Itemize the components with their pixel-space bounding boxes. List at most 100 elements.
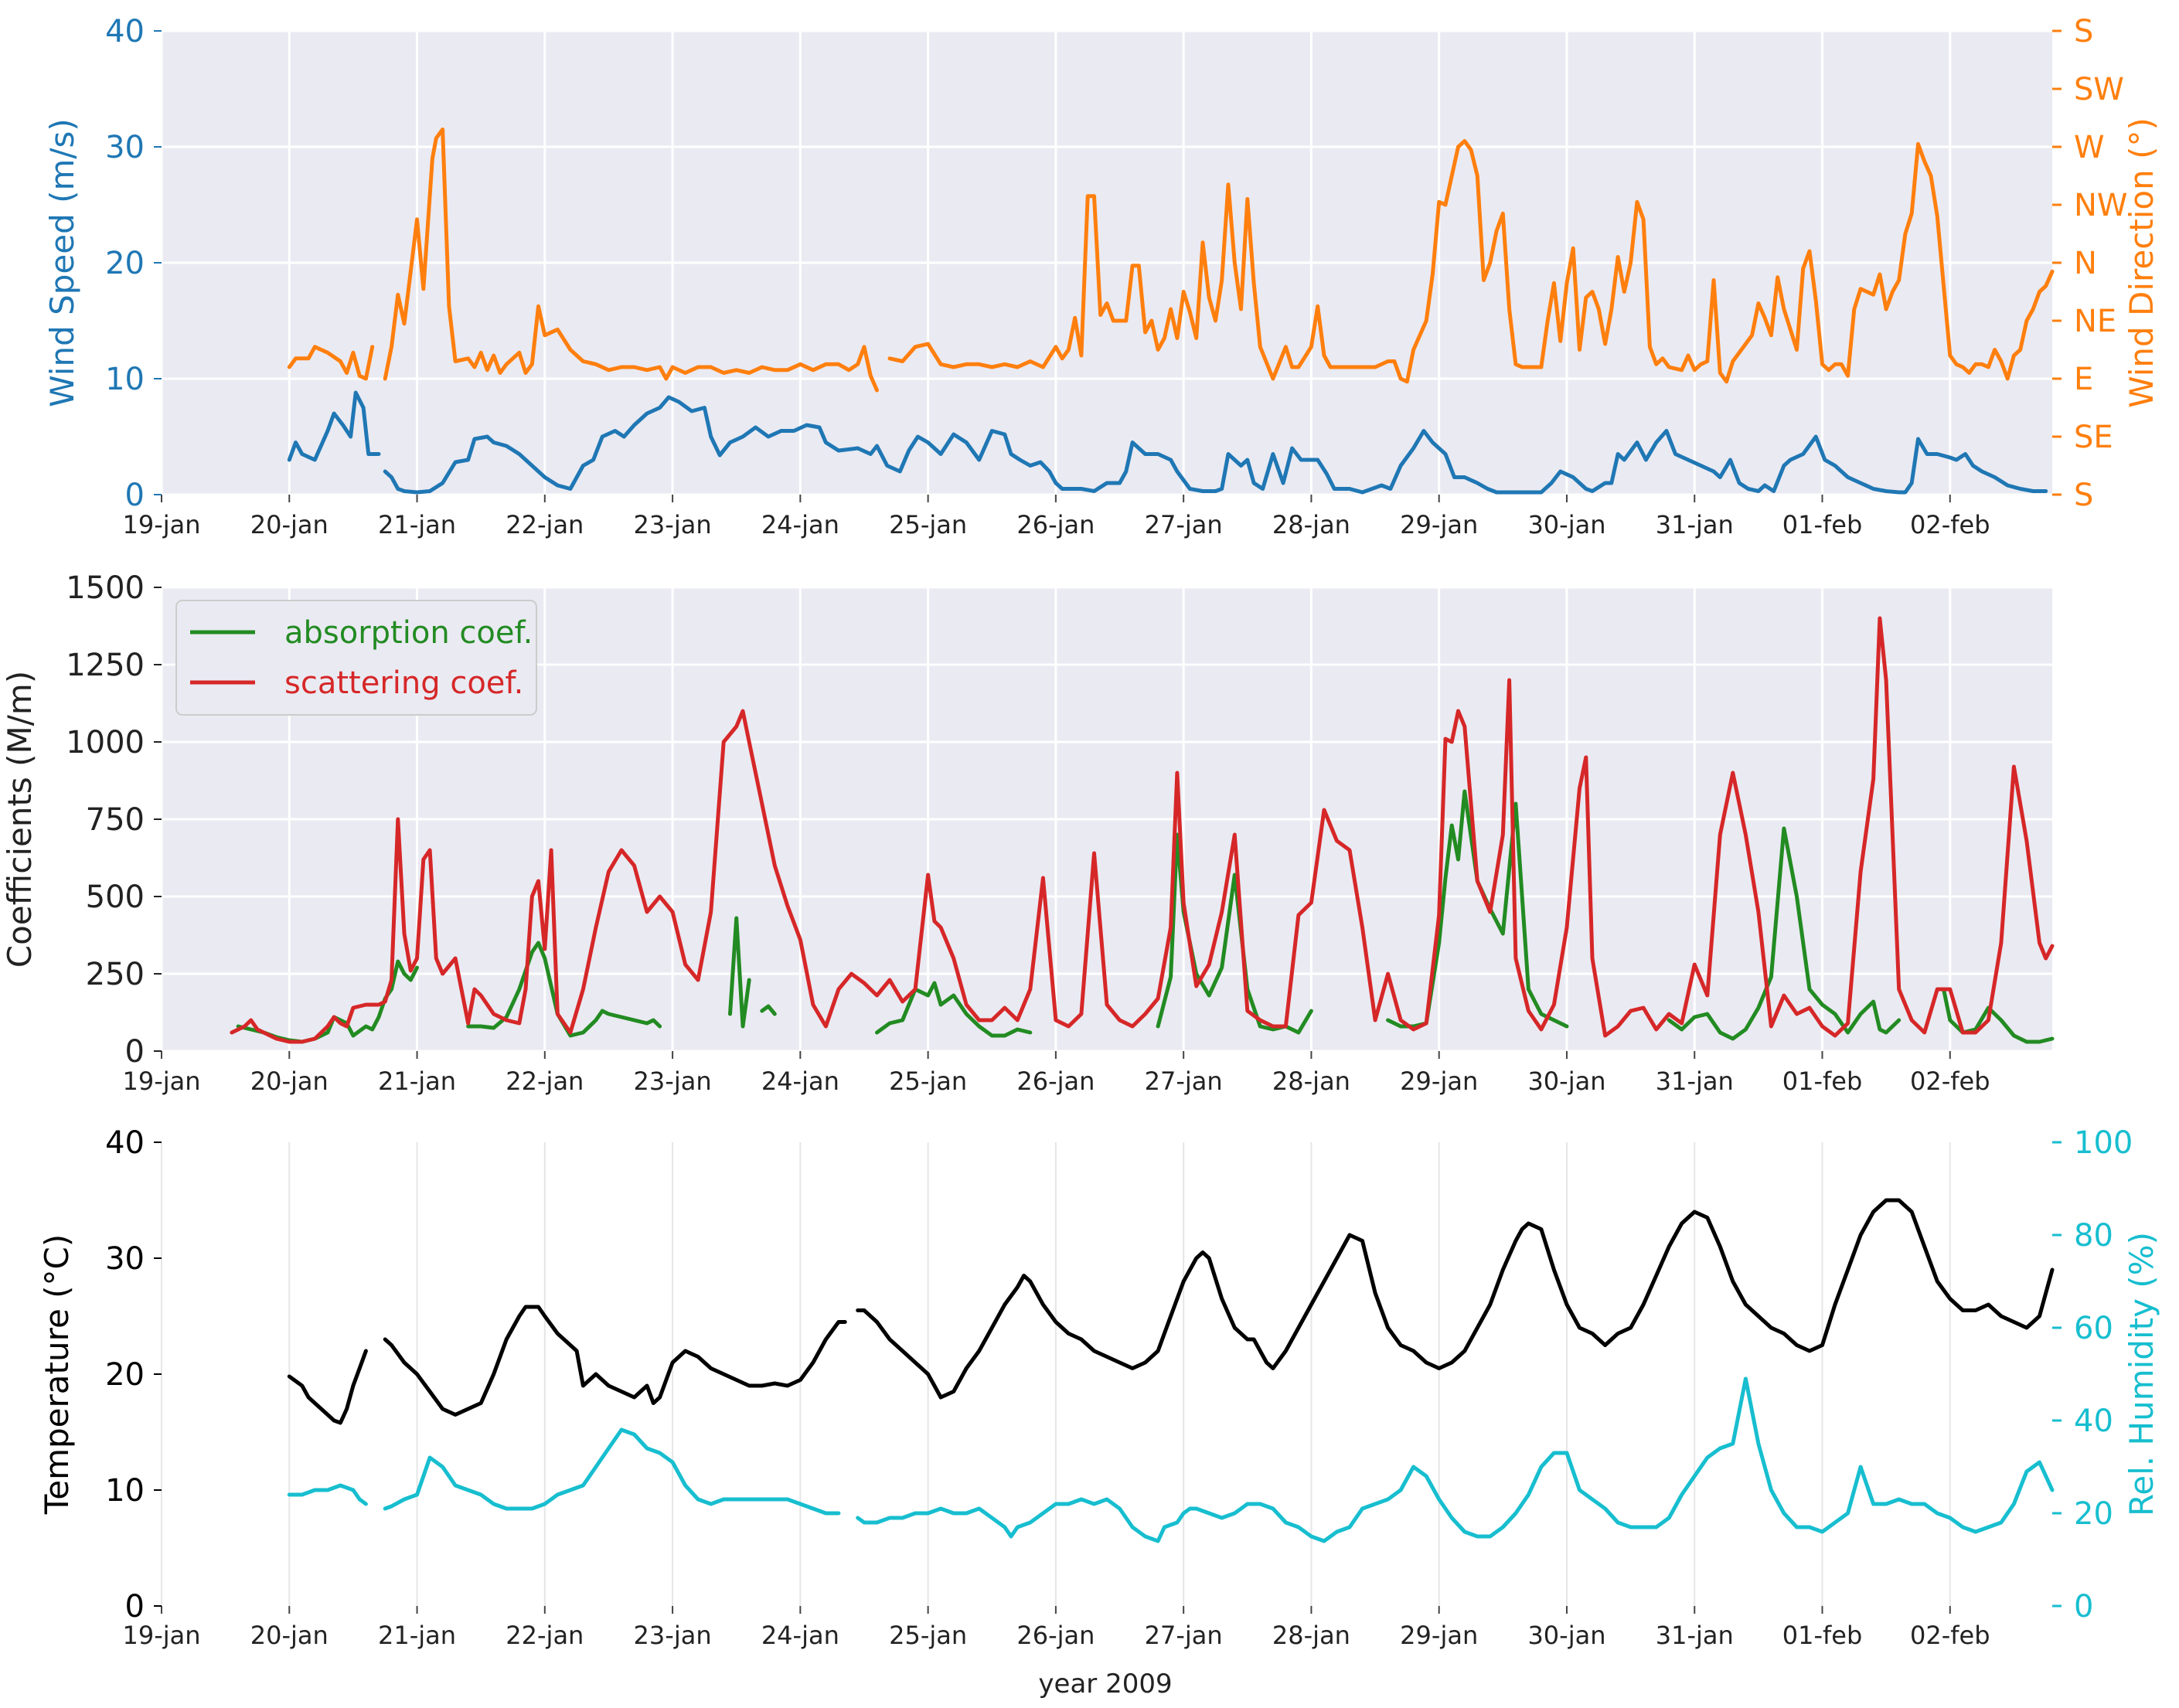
y-tick-label: 1000	[66, 725, 145, 760]
y-tick-label: 30	[105, 130, 145, 165]
y-tick-label: 0	[125, 1589, 145, 1625]
x-tick-label: 22-jan	[506, 1067, 584, 1096]
wind-speed-line	[383, 395, 860, 495]
x-tick-label: 31-jan	[1656, 1067, 1734, 1096]
y2-tick-label: SW	[2074, 72, 2124, 107]
x-tick-label: 01-feb	[1782, 1621, 1863, 1650]
absorption-coef--line	[760, 1004, 777, 1016]
wind-speed-line	[287, 390, 381, 462]
x-tick-label: 28-jan	[1272, 1067, 1350, 1096]
y2-tick-label: S	[2074, 14, 2093, 49]
y2-tick-label: NW	[2074, 188, 2127, 223]
x-tick-label: 27-jan	[1145, 1067, 1223, 1096]
x-tick-label: 01-feb	[1782, 510, 1863, 539]
y2-tick-label: 60	[2074, 1311, 2113, 1346]
y2-tick-label: 80	[2074, 1218, 2113, 1254]
x-tick-label: 26-jan	[1016, 510, 1095, 539]
x-tick-label: 21-jan	[378, 1621, 456, 1650]
y2-tick-label: 100	[2074, 1125, 2133, 1161]
y-tick-label: 0	[125, 478, 145, 513]
x-tick-label: 30-jan	[1527, 510, 1605, 539]
wind-direction-line	[287, 345, 375, 381]
x-axis-label: year 2009	[1038, 1669, 1172, 1699]
wind-grid	[160, 29, 2052, 496]
x-tick-label: 02-feb	[1910, 1621, 1990, 1650]
y-tick-label: 40	[105, 14, 145, 49]
y-tick-label: 10	[105, 1473, 145, 1509]
wind-series	[287, 128, 2055, 495]
temp-series	[287, 1198, 2055, 1543]
legend-scattering-label: scattering coef.	[284, 665, 523, 701]
x-tick-label: 28-jan	[1272, 510, 1350, 539]
rel-humidity-line	[287, 1483, 368, 1506]
x-tick-label: 19-jan	[122, 510, 200, 539]
wind-direction-line	[383, 128, 879, 393]
wind-speed-line	[856, 429, 2048, 495]
x-tick-label: 02-feb	[1910, 1067, 1990, 1096]
y2-tick-label: N	[2074, 246, 2097, 281]
x-tick-label: 30-jan	[1527, 1621, 1605, 1650]
x-tick-label: 20-jan	[250, 1067, 329, 1096]
y-tick-label: 20	[105, 1357, 145, 1393]
absorption-coef--line	[466, 941, 662, 1038]
x-tick-label: 23-jan	[634, 1067, 712, 1096]
y2-tick-label: NE	[2074, 304, 2116, 339]
x-tick-label: 31-jan	[1656, 1621, 1734, 1650]
x-tick-label: 24-jan	[761, 510, 839, 539]
wind-panel: 19-jan 20-jan 21-jan 22-jan 23-jan 24-jan 25-j…	[43, 14, 2160, 539]
y-tick-label: 1500	[66, 570, 145, 606]
absorption-coef--line	[1942, 987, 2055, 1044]
x-tick-label: 02-feb	[1910, 510, 1990, 539]
y-tick-label: 10	[105, 362, 145, 397]
coef-axis-label: Coefficients (M/m)	[1, 671, 39, 968]
x-tick-label: 26-jan	[1016, 1067, 1095, 1096]
y-tick-label: 250	[86, 957, 145, 992]
temperature-line	[383, 1305, 847, 1417]
y-tick-label: 750	[86, 802, 145, 838]
absorption-coef--line	[875, 981, 1033, 1038]
temp-panel: 19-jan 20-jan 21-jan 22-jan 23-jan 24-jan 25-j…	[38, 1125, 2160, 1699]
absorption-coef--line	[1667, 826, 1902, 1041]
x-tick-label: 23-jan	[634, 1621, 712, 1650]
wind-speed-axis-label: Wind Speed (m/s)	[43, 118, 81, 407]
y2-tick-label: 0	[2074, 1589, 2093, 1625]
x-tick-label: 25-jan	[889, 1621, 967, 1650]
x-tick-label: 19-jan	[122, 1621, 200, 1650]
y2-tick-label: S	[2074, 478, 2093, 513]
x-tick-label: 29-jan	[1400, 1067, 1478, 1096]
scattering-coef--line	[230, 616, 2055, 1044]
temperature-line	[856, 1198, 2055, 1400]
humidity-axis-label: Rel. Humidity (%)	[2123, 1232, 2160, 1516]
wind-direction-line	[887, 139, 2055, 384]
coef-series	[230, 616, 2055, 1044]
x-tick-label: 01-feb	[1782, 1067, 1863, 1096]
x-tick-label: 23-jan	[634, 510, 712, 539]
y2-tick-label: 20	[2074, 1496, 2113, 1532]
x-tick-label: 20-jan	[250, 510, 329, 539]
y2-tick-label: W	[2074, 130, 2105, 165]
x-tick-label: 21-jan	[378, 510, 456, 539]
y2-tick-label: E	[2074, 362, 2093, 397]
x-tick-label: 22-jan	[506, 510, 584, 539]
temperature-line	[287, 1349, 368, 1425]
x-tick-label: 25-jan	[889, 1067, 967, 1096]
y-tick-label: 0	[125, 1034, 145, 1070]
x-tick-label: 27-jan	[1145, 510, 1223, 539]
y-tick-label: 1250	[66, 648, 145, 683]
y2-tick-label: 40	[2074, 1403, 2113, 1439]
x-tick-label: 25-jan	[889, 510, 967, 539]
coef-panel: 19-jan 20-jan 21-jan 22-jan 23-jan 24-jan 25-j…	[1, 570, 2055, 1096]
temperature-axis-label: Temperature (°C)	[38, 1234, 76, 1516]
temp-axes: 19-jan 20-jan 21-jan 22-jan 23-jan 24-jan 25-j…	[105, 1125, 2133, 1650]
x-tick-label: 24-jan	[761, 1067, 839, 1096]
absorption-coef--line	[728, 916, 751, 1029]
x-tick-label: 26-jan	[1016, 1621, 1095, 1650]
x-tick-label: 28-jan	[1272, 1621, 1350, 1650]
x-tick-label: 29-jan	[1400, 510, 1478, 539]
x-tick-label: 30-jan	[1527, 1067, 1605, 1096]
x-tick-label: 24-jan	[761, 1621, 839, 1650]
rel-humidity-line	[856, 1376, 2055, 1543]
coef-legend: absorption coef. scattering coef.	[175, 600, 537, 716]
x-tick-label: 21-jan	[378, 1067, 456, 1096]
